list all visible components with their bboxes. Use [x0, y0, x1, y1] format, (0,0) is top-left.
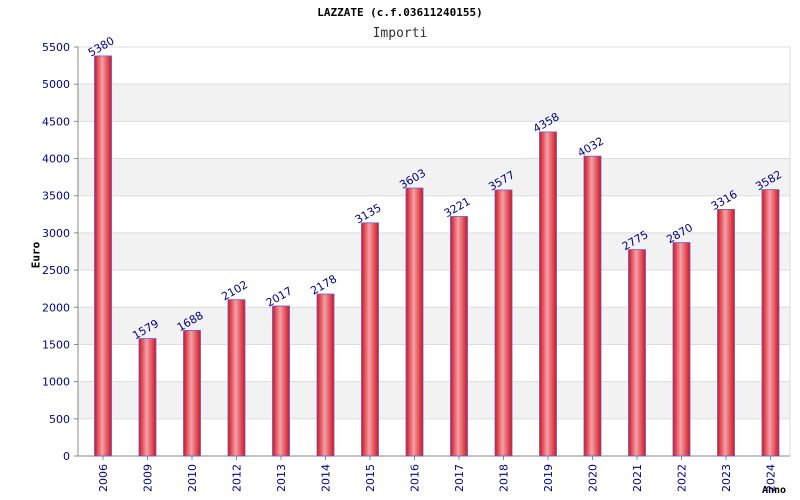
y-tick-label: 2500	[42, 264, 70, 277]
bar-2019	[539, 131, 557, 457]
bar-2014	[316, 293, 335, 457]
y-tick-label: 3500	[42, 190, 70, 203]
x-tick-label-2009: 2009	[142, 464, 155, 492]
x-tick-label-2017: 2017	[453, 464, 466, 492]
x-tick-label-2014: 2014	[320, 464, 333, 492]
x-tick-label-2018: 2018	[498, 464, 511, 492]
x-tick-label-2006: 2006	[97, 464, 110, 492]
bar-2020	[583, 155, 602, 457]
bar-2009	[138, 338, 157, 457]
bar-2010	[183, 330, 201, 457]
chart-subtitle: Importi	[372, 26, 428, 41]
bar-2018	[494, 189, 513, 457]
y-tick-label: 1000	[42, 376, 70, 389]
y-tick-label: 1500	[42, 338, 70, 351]
y-tick-label: 5500	[42, 41, 70, 54]
x-tick-label-2024: 2024	[765, 464, 778, 492]
bar-2016	[405, 187, 424, 457]
y-tick-label: 2000	[42, 301, 70, 314]
x-tick-label-2020: 2020	[587, 464, 600, 492]
grid-band	[78, 158, 790, 196]
y-tick-label: 4000	[42, 153, 70, 166]
grid-band	[78, 84, 790, 122]
x-axis-label: Anno	[762, 485, 787, 496]
chart-title: LAZZATE (c.f.03611240155)	[317, 6, 483, 19]
bar-2017	[450, 216, 468, 457]
x-tick-label-2013: 2013	[275, 464, 288, 492]
x-tick-label-2022: 2022	[676, 464, 689, 492]
bar-2024	[761, 189, 780, 457]
y-tick-label: 500	[49, 413, 70, 426]
x-tick-label-2010: 2010	[186, 464, 199, 492]
x-tick-label-2021: 2021	[631, 464, 644, 492]
grid-band	[78, 232, 790, 271]
y-tick-label: 0	[63, 450, 70, 463]
bar-2013	[272, 305, 290, 457]
bar-2022	[672, 242, 691, 457]
y-tick-label: 3000	[42, 227, 70, 240]
x-tick-label-2015: 2015	[364, 464, 377, 492]
bar-2021	[628, 249, 646, 457]
y-tick-label: 5000	[42, 78, 70, 91]
bar-2023	[717, 209, 735, 457]
x-tick-label-2016: 2016	[409, 464, 422, 492]
x-tick-label-2023: 2023	[720, 464, 733, 492]
x-tick-label-2012: 2012	[231, 464, 244, 492]
y-tick-label: 4500	[42, 115, 70, 128]
bar-2006	[94, 55, 112, 457]
bar-2012	[227, 299, 246, 457]
x-tick-label-2019: 2019	[542, 464, 555, 492]
bar-2015	[361, 222, 379, 457]
